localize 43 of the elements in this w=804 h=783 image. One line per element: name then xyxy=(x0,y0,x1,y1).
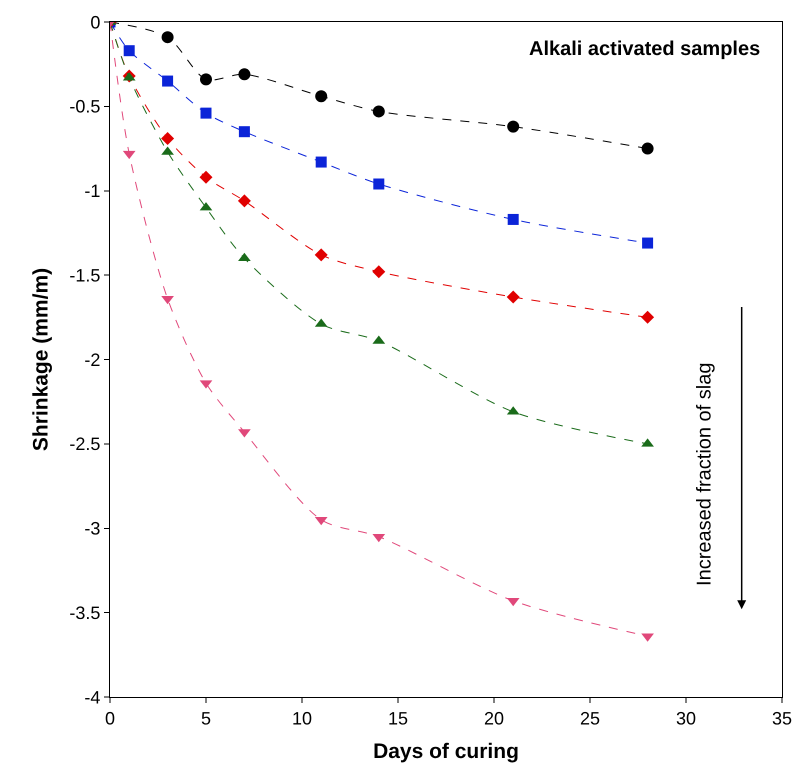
point xyxy=(642,142,654,155)
y-tick-label: -4 xyxy=(84,687,100,708)
point xyxy=(506,290,520,304)
point xyxy=(238,126,250,138)
point xyxy=(372,265,386,278)
y-tick-label: -2.5 xyxy=(69,434,100,454)
x-tick-label: 5 xyxy=(200,708,212,729)
x-tick-label: 35 xyxy=(772,708,792,729)
x-tick-label: 25 xyxy=(580,708,600,729)
y-axis-title: Shrinkage (mm/m) xyxy=(30,268,53,452)
point xyxy=(373,178,384,190)
point xyxy=(124,45,135,56)
point xyxy=(200,170,212,184)
point xyxy=(162,31,174,44)
annotation: Alkali activated samples xyxy=(529,38,760,60)
point xyxy=(642,238,654,249)
point xyxy=(200,73,212,86)
y-tick-label: 0 xyxy=(90,12,100,32)
point xyxy=(238,68,250,80)
point xyxy=(316,156,327,168)
x-tick-label: 30 xyxy=(676,708,696,729)
y-tick-label: -1 xyxy=(84,181,100,202)
point xyxy=(314,248,328,262)
x-tick-label: 15 xyxy=(388,708,408,729)
point xyxy=(200,108,212,119)
point xyxy=(238,194,251,208)
x-tick-label: 20 xyxy=(484,708,504,729)
point xyxy=(508,214,519,225)
annotation: Increased fraction of slag xyxy=(693,362,716,586)
point xyxy=(315,90,328,102)
x-tick-label: 10 xyxy=(292,708,312,729)
point xyxy=(162,76,174,87)
y-tick-label: -3 xyxy=(84,518,100,539)
point xyxy=(507,120,520,133)
point xyxy=(372,105,385,118)
x-tick-label: 0 xyxy=(104,708,116,729)
y-tick-label: -3.5 xyxy=(69,602,100,623)
point xyxy=(161,132,174,145)
y-tick-label: -0.5 xyxy=(69,96,100,117)
y-tick-label: -2 xyxy=(84,350,100,370)
y-tick-label: -1.5 xyxy=(69,265,100,286)
x-axis-title: Days of curing xyxy=(373,740,519,763)
point xyxy=(641,310,654,324)
